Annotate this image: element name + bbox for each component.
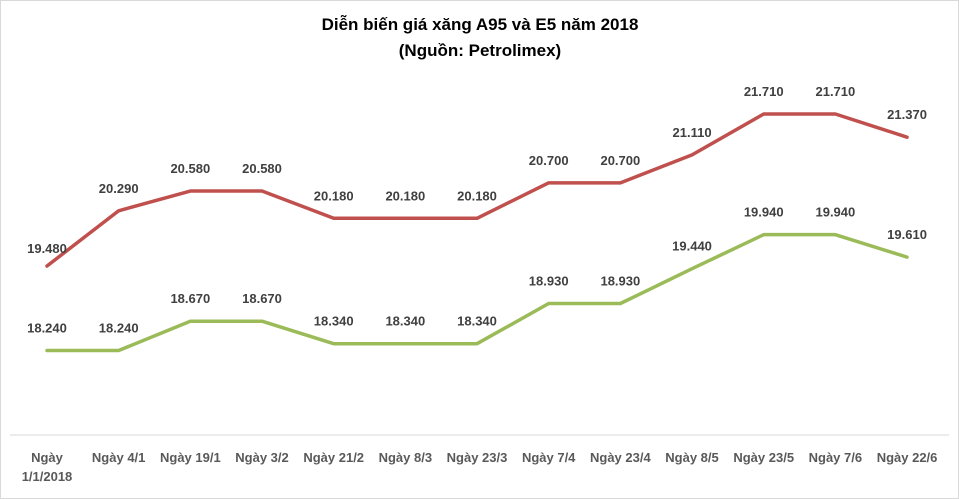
data-label-E5: 19.440 bbox=[672, 239, 712, 254]
data-label-A95: 20.700 bbox=[529, 153, 569, 168]
series-line-A95 bbox=[45, 112, 909, 268]
chart-title: Diễn biến giá xăng A95 và E5 năm 2018 bbox=[322, 15, 639, 34]
x-tick-label: Ngày 7/6 bbox=[809, 450, 862, 465]
data-label-E5: 18.930 bbox=[600, 273, 640, 288]
x-tick-label: 1/1/2018 bbox=[22, 469, 73, 484]
data-label-A95: 19.480 bbox=[27, 241, 67, 256]
data-label-A95: 20.180 bbox=[385, 188, 425, 203]
x-tick-label: Ngày 8/3 bbox=[379, 450, 432, 465]
data-label-A95: 21.710 bbox=[744, 84, 784, 99]
data-label-A95: 21.110 bbox=[673, 125, 712, 140]
x-tick-label: Ngày 19/1 bbox=[160, 450, 221, 465]
data-label-E5: 19.940 bbox=[744, 205, 784, 220]
x-tick-label: Ngày 4/1 bbox=[92, 450, 145, 465]
data-label-E5: 18.670 bbox=[242, 291, 282, 306]
data-label-E5: 19.610 bbox=[887, 227, 927, 242]
data-label-E5: 18.670 bbox=[170, 291, 210, 306]
data-label-A95: 20.180 bbox=[314, 188, 354, 203]
x-tick-label: Ngày 23/3 bbox=[447, 450, 508, 465]
data-label-A95: 20.580 bbox=[170, 161, 210, 176]
data-label-A95: 20.180 bbox=[457, 188, 497, 203]
data-label-E5: 19.940 bbox=[815, 205, 855, 220]
data-label-A95: 21.710 bbox=[815, 84, 855, 99]
x-tick-label: Ngày 23/4 bbox=[590, 450, 651, 465]
data-label-A95: 20.290 bbox=[99, 181, 139, 196]
data-label-E5: 18.340 bbox=[457, 314, 497, 329]
data-label-A95: 20.700 bbox=[600, 153, 640, 168]
data-label-A95: 21.370 bbox=[887, 107, 927, 122]
data-label-A95: 20.580 bbox=[242, 161, 282, 176]
series-line-E5 bbox=[45, 232, 909, 353]
x-tick-label: Ngày bbox=[31, 450, 64, 465]
x-tick-label: Ngày 8/5 bbox=[665, 450, 718, 465]
chart-subtitle: (Nguồn: Petrolimex) bbox=[399, 41, 561, 60]
data-label-E5: 18.240 bbox=[27, 321, 67, 336]
data-label-E5: 18.340 bbox=[314, 314, 354, 329]
x-tick-label: Ngày 23/5 bbox=[733, 450, 794, 465]
x-tick-label: Ngày 22/6 bbox=[877, 450, 938, 465]
data-label-E5: 18.240 bbox=[99, 321, 139, 336]
data-label-E5: 18.340 bbox=[385, 314, 425, 329]
x-tick-label: Ngày 3/2 bbox=[235, 450, 288, 465]
x-tick-label: Ngày 21/2 bbox=[303, 450, 364, 465]
data-label-E5: 18.930 bbox=[529, 273, 569, 288]
x-tick-label: Ngày 7/4 bbox=[522, 450, 576, 465]
